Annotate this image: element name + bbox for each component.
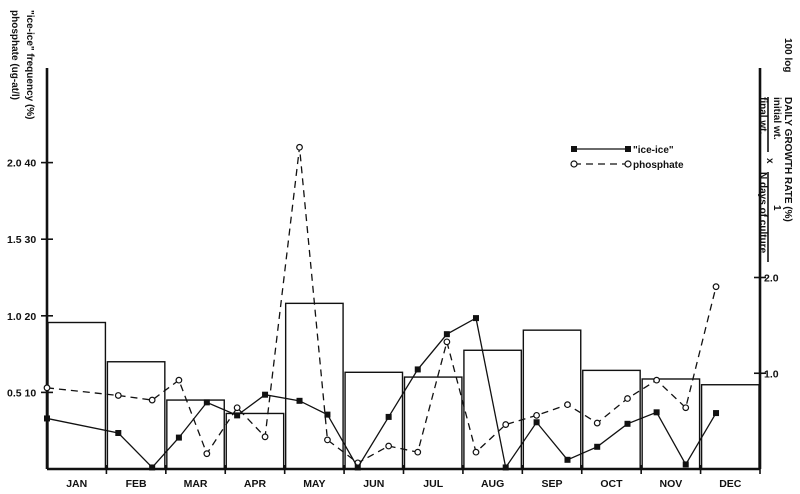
x-label-apr: APR [244,478,267,490]
ice-ice-point-6 [262,391,269,398]
left-axis-title-phosphate: phosphate (ug-at/l) [9,10,20,100]
legend-ice-marker-right [625,146,631,152]
left-tick-label-40: 2.0 40 [7,158,36,170]
x-label-jun: JUN [363,478,384,490]
ice-ice-point-12 [443,331,450,338]
ice-ice-point-17 [594,443,601,450]
right-tick-label-2.0: 2.0 [764,273,779,285]
ice-ice-point-0 [44,415,50,422]
legend-phosphate-label: phosphate [633,160,684,171]
right-axis-days: N days of culture [757,172,768,254]
ice-ice-point-7 [296,397,303,404]
x-label-nov: NOV [659,478,682,490]
ice-ice-point-18 [624,420,631,427]
ice-ice-point-21 [713,410,720,417]
phosphate-point-6 [261,433,269,441]
x-label-dec: DEC [719,478,742,490]
phosphate-point-8 [324,436,331,444]
phosphate-point-0 [43,384,51,392]
growth-bar-jul [403,376,463,470]
right-axis-times: x [764,158,775,164]
growth-bar-apr [225,412,285,470]
ice-ice-point-14 [502,464,509,471]
ice-ice-point-16 [564,456,571,463]
phosphate-point-4 [203,450,211,458]
ice-ice-point-15 [533,419,540,426]
ice-ice-point-4 [203,399,210,406]
phosphate-point-14 [502,421,510,428]
growth-bar-feb [106,361,166,470]
plot-area: 0.5 10 1.0 20 1.5 30 2.0 40 1.0 2.0 JAN FEB MAR A… [7,68,779,490]
growth-bar-sep [522,329,582,470]
left-tick-label-30: 1.5 30 [7,234,36,246]
legend-ice-marker-left [571,146,577,152]
ice-ice-point-10 [385,413,392,420]
growth-bar-aug [463,349,523,470]
ice-ice-point-2 [149,464,156,471]
x-label-jan: JAN [66,478,87,490]
phosphate-point-7 [296,143,303,151]
ice-ice-point-5 [234,412,241,419]
phosphate-point-18 [624,395,631,402]
growth-bar-oct [582,369,641,470]
x-label-sep: SEP [542,478,563,490]
right-axis-formula-prefix: 100 log [782,38,793,72]
right-axis-title-text: DAILY GROWTH RATE (%) [782,97,793,222]
right-axis-title: 100 log DAILY GROWTH RATE (%) initial wt… [757,38,793,262]
x-label-may: MAY [303,478,325,490]
phosphate-point-3 [175,376,183,384]
phosphate-point-15 [533,411,540,419]
x-label-feb: FEB [126,478,147,490]
left-tick-label-10: 0.5 10 [7,387,36,399]
growth-bar-dec [700,384,760,470]
x-label-mar: MAR [184,478,208,490]
growth-bar-jun [344,371,404,470]
ice-ice-point-8 [324,411,331,418]
right-axis-numerator: initial wt. [771,97,782,140]
growth-bar-may [284,302,344,470]
legend: "ice-ice" phosphate [570,145,684,171]
phosphate-point-2 [148,396,156,404]
ice-ice-point-3 [175,434,182,441]
ice-ice-point-13 [472,315,479,322]
phosphate-point-16 [564,401,571,409]
x-label-oct: OCT [600,478,623,490]
phosphate-point-20 [682,404,690,412]
phosphate-point-12 [443,338,451,346]
phosphate-point-21 [712,283,720,291]
phosphate-point-13 [472,448,480,456]
growth-bar-jan [47,321,107,470]
legend-phosphate-marker-right [624,160,632,168]
x-label-aug: AUG [481,478,504,490]
phosphate-point-17 [593,419,601,427]
phosphate-point-11 [414,448,422,456]
left-tick-label-20: 1.0 20 [7,311,36,323]
x-label-jul: JUL [423,478,443,490]
growth-bar-mar [166,399,225,470]
phosphate-point-10 [385,442,393,450]
legend-phosphate-marker-left [570,160,578,168]
phosphate-point-5 [233,404,241,412]
right-axis-denominator: final wt. [757,97,768,134]
ice-ice-point-1 [115,429,122,436]
legend-ice-label: "ice-ice" [633,145,674,156]
ice-ice-point-9 [354,464,361,471]
ice-ice-series-line [46,317,717,470]
right-axis-one: 1 [771,205,782,211]
ice-ice-point-20 [682,461,689,468]
phosphate-point-19 [653,376,661,384]
phosphate-point-1 [114,392,122,399]
left-axis-title-frequency: "ice-ice" frequency (%) [24,10,35,120]
right-tick-label-1.0: 1.0 [764,368,779,380]
ice-ice-point-19 [653,409,660,416]
growth-bar-nov [641,378,701,470]
phosphate-series-line [46,147,717,464]
ice-ice-point-11 [414,366,421,373]
